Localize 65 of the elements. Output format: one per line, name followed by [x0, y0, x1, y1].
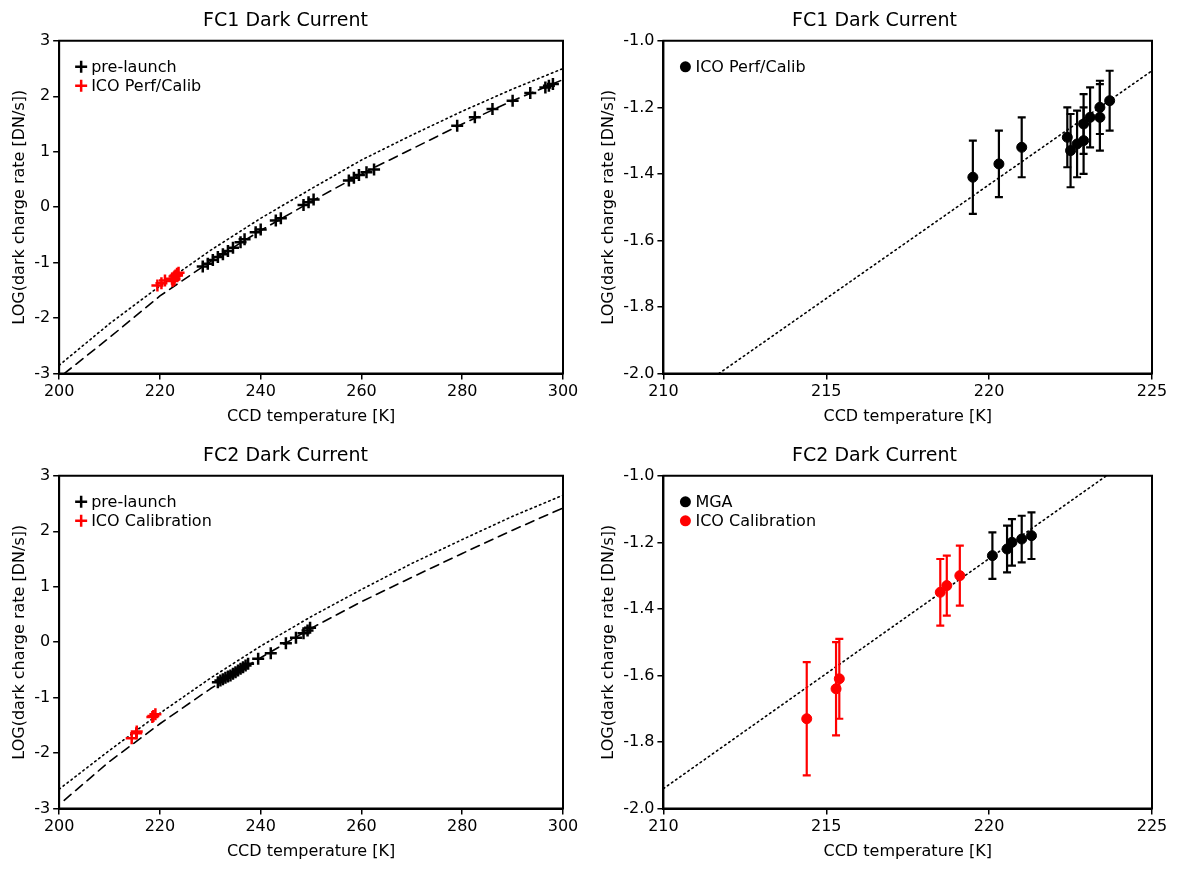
y-tick-label: -1	[34, 251, 51, 271]
x-tick-label: 260	[346, 381, 377, 401]
x-axis-title: CCD temperature [K]	[226, 840, 396, 860]
y-tick-label: 2	[39, 520, 51, 540]
x-tick-label: 200	[43, 381, 75, 401]
y-tick-label: -1.2	[623, 531, 655, 551]
x-axis-title: CCD temperature [K]	[823, 405, 992, 425]
y-tick-label: 2	[39, 85, 51, 105]
chart-title: FC2 Dark Current	[792, 443, 957, 466]
y-tick-label: -1.6	[623, 664, 655, 684]
y-tick-label: -1.8	[623, 296, 655, 316]
x-tick-label: 210	[648, 816, 679, 836]
x-tick-label: 260	[346, 816, 377, 836]
x-tick-label: 300	[547, 816, 579, 836]
legend-label: ICO Calibration	[91, 510, 212, 530]
chart-title: FC1 Dark Current	[792, 8, 957, 31]
x-tick-label: 215	[811, 381, 842, 401]
y-tick-label: -1.0	[623, 29, 655, 49]
y-tick-label: -2.0	[623, 362, 655, 382]
legend-label: ICO Calibration	[695, 510, 817, 530]
x-tick-label: 215	[811, 816, 842, 836]
x-tick-label: 280	[446, 381, 478, 401]
x-tick-label: 280	[446, 816, 478, 836]
x-tick-label: 210	[648, 381, 679, 401]
y-axis-title: LOG(dark charge rate [DN/s])	[8, 524, 28, 760]
y-axis-title: LOG(dark charge rate [DN/s])	[597, 524, 617, 760]
x-axis-title: CCD temperature [K]	[823, 840, 992, 860]
y-tick-label: -1.8	[623, 731, 655, 751]
chart-title: FC2 Dark Current	[203, 443, 368, 466]
y-tick-label: -3	[34, 797, 51, 817]
x-tick-label: 300	[547, 381, 579, 401]
legend-label: MGA	[695, 491, 733, 511]
x-tick-label: 220	[144, 816, 176, 836]
x-axis-title: CCD temperature [K]	[226, 405, 396, 425]
y-tick-label: 0	[39, 196, 51, 216]
x-tick-label: 225	[1136, 381, 1168, 401]
y-tick-label: 3	[39, 464, 51, 484]
y-tick-label: -1.2	[623, 96, 655, 116]
y-tick-label: 1	[39, 575, 51, 595]
x-tick-label: 240	[245, 381, 276, 401]
y-tick-label: 0	[39, 631, 51, 651]
y-tick-label: -2	[34, 742, 51, 762]
y-tick-label: -3	[34, 362, 51, 382]
x-tick-label: 220	[144, 381, 176, 401]
x-tick-label: 225	[1136, 816, 1168, 836]
x-tick-label: 200	[43, 816, 75, 836]
legend-label: pre-launch	[91, 491, 177, 511]
y-tick-label: -1.4	[623, 598, 655, 618]
y-tick-label: 3	[39, 29, 51, 49]
x-tick-label: 220	[973, 816, 1005, 836]
y-axis-title: LOG(dark charge rate [DN/s])	[597, 89, 617, 325]
y-tick-label: -2	[34, 307, 51, 327]
chart-title: FC1 Dark Current	[203, 8, 368, 31]
y-tick-label: -1.4	[623, 163, 655, 183]
y-axis-title: LOG(dark charge rate [DN/s])	[8, 89, 28, 325]
x-tick-label: 240	[245, 816, 276, 836]
y-tick-label: -2.0	[623, 797, 655, 817]
legend-label: pre-launch	[91, 56, 177, 76]
y-tick-label: -1	[34, 686, 51, 706]
y-tick-label: -1.6	[623, 229, 655, 249]
y-tick-label: 1	[39, 140, 51, 160]
legend-label: ICO Perf/Calib	[91, 75, 202, 95]
legend-label: ICO Perf/Calib	[695, 56, 806, 76]
y-tick-label: -1.0	[623, 464, 655, 484]
x-tick-label: 220	[973, 381, 1005, 401]
